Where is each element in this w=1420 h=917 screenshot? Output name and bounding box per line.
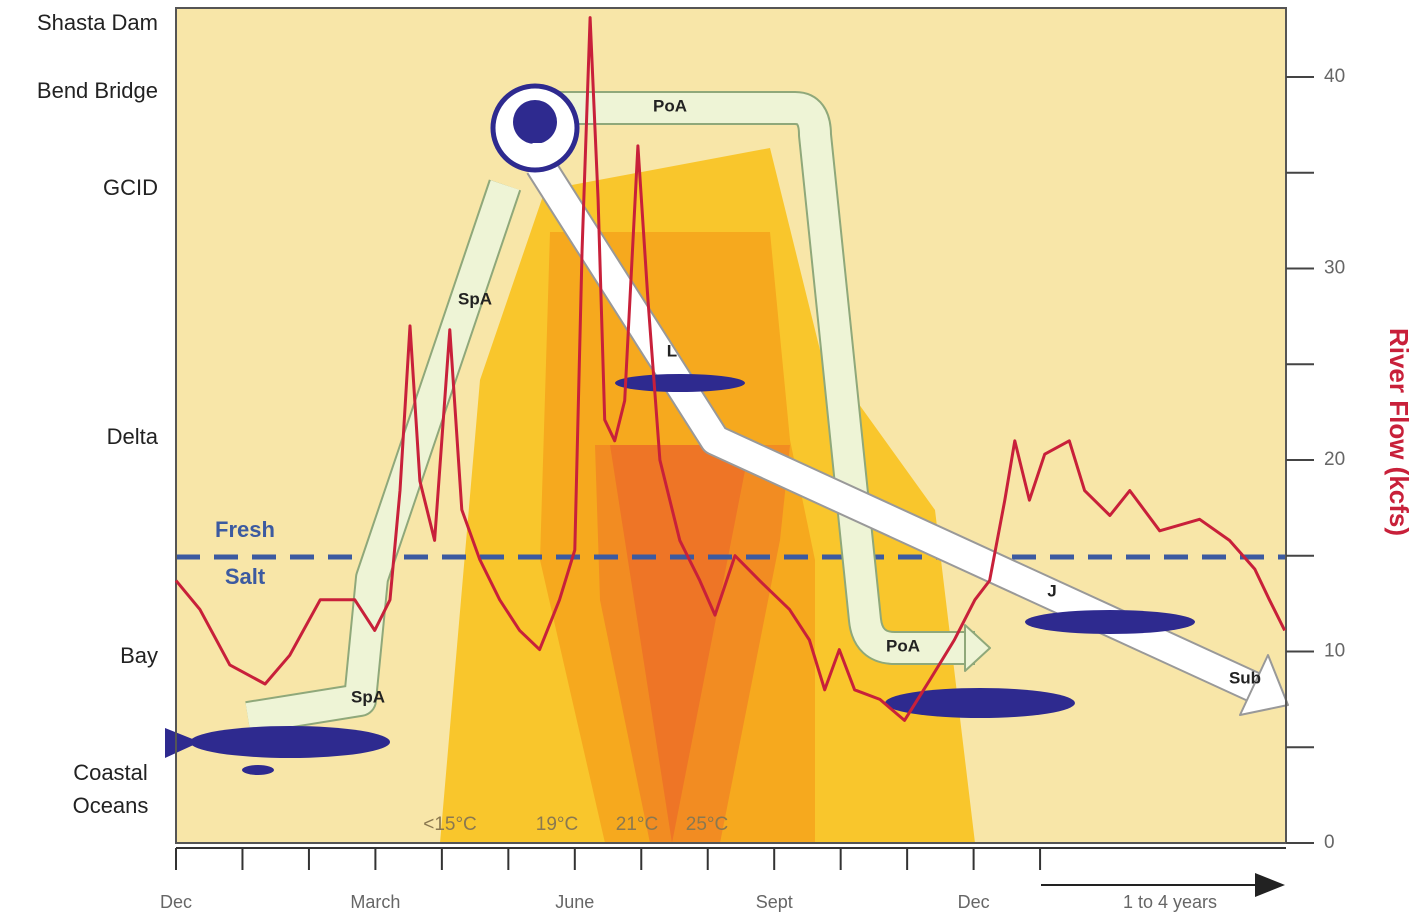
y2-axis-label: River Flow (kcfs) — [1384, 328, 1414, 536]
location-label: Shasta Dam — [0, 6, 158, 39]
location-label: Bay — [0, 639, 158, 672]
location-label: Delta — [0, 420, 158, 453]
y2-tick-label: 0 — [1324, 832, 1335, 853]
egg-embryo — [513, 100, 557, 144]
x-tick-label: Sept — [756, 892, 793, 912]
y2-tick-label: 40 — [1324, 66, 1345, 87]
x-tick-label: June — [555, 892, 594, 912]
temperature-label: 25°C — [686, 814, 728, 835]
page: 1 to 4 years River Flow (kcfs) Fresh Sal… — [0, 0, 1420, 917]
y2-tick-label: 20 — [1324, 449, 1345, 470]
salt-label: Salt — [225, 564, 266, 589]
location-label: Coastal Oceans — [63, 756, 158, 822]
temperature-label: <15°C — [423, 814, 477, 835]
stage-label: SpA — [458, 289, 492, 308]
x-tick-label: March — [350, 892, 400, 912]
stage-label: Sub — [1229, 668, 1261, 687]
years-label: 1 to 4 years — [1123, 892, 1217, 912]
years-arrowhead — [1255, 873, 1285, 897]
y2-tick-label: 30 — [1324, 257, 1345, 278]
location-label: GCID — [0, 171, 158, 204]
stage-label: E — [531, 139, 542, 158]
chart: 1 to 4 years River Flow (kcfs) Fresh Sal… — [0, 0, 1420, 917]
temperature-label: 21°C — [616, 814, 658, 835]
temperature-label: 19°C — [536, 814, 578, 835]
stage-label: J — [1047, 581, 1056, 600]
stage-label: PoA — [653, 96, 687, 115]
location-label: Bend Bridge — [0, 74, 158, 107]
stage-label: SpA — [351, 687, 385, 706]
x-tick-label: Dec — [160, 892, 192, 912]
y2-tick-label: 10 — [1324, 641, 1345, 662]
stage-label: PoA — [886, 636, 920, 655]
stage-label: L — [667, 341, 677, 360]
fresh-label: Fresh — [215, 517, 275, 542]
x-tick-label: Dec — [958, 892, 990, 912]
